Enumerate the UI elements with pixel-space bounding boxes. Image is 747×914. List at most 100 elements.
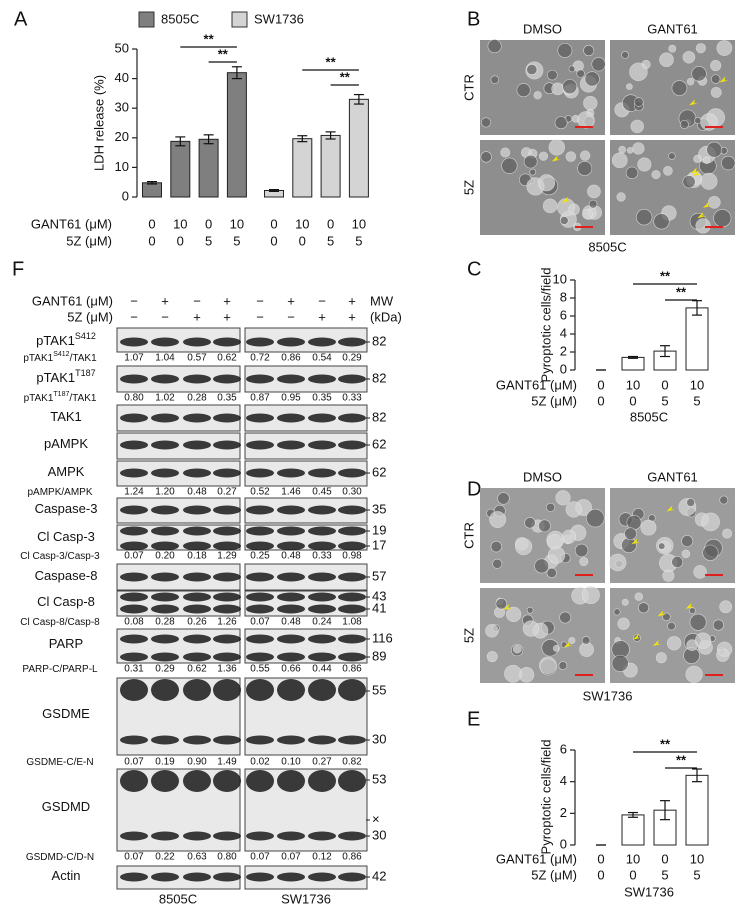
bar xyxy=(142,182,162,198)
ratio-value: 0.07 xyxy=(250,852,270,863)
ratio-value: 0.29 xyxy=(342,353,362,364)
ratio-value: 0.07 xyxy=(124,551,144,562)
cell xyxy=(719,600,733,614)
row-label: Cl Casp-3 xyxy=(37,529,95,544)
cell xyxy=(611,654,629,672)
ratio-value: 0.29 xyxy=(155,664,175,675)
band xyxy=(277,572,305,582)
band xyxy=(338,735,366,745)
error-bar xyxy=(203,134,214,145)
header-sign: − xyxy=(256,309,264,324)
significance-label: ** xyxy=(660,736,671,751)
band xyxy=(308,652,336,662)
ratio-label-text: pTAK1 xyxy=(24,393,54,404)
band xyxy=(338,337,366,347)
band xyxy=(338,872,366,882)
ratio-label-suffix: /TAK1 xyxy=(69,393,96,404)
cell xyxy=(695,43,706,54)
row-label-sup: T187 xyxy=(75,368,96,378)
band xyxy=(213,374,241,384)
ratio-value: 1.20 xyxy=(155,487,175,498)
band xyxy=(213,652,241,662)
band xyxy=(246,374,274,384)
row-label-text: Cl Casp-8 xyxy=(37,594,95,609)
band xyxy=(183,604,211,614)
ratio-label-text: pAMPK/AMPK xyxy=(27,487,92,498)
ratio-label: pAMPK/AMPK xyxy=(27,487,92,498)
band xyxy=(151,770,179,792)
y-tick-label: 6 xyxy=(560,741,567,756)
band xyxy=(246,872,274,882)
cell xyxy=(522,620,539,637)
significance-label: ** xyxy=(340,69,351,84)
band xyxy=(120,541,148,551)
row-label-text: PARP xyxy=(49,636,83,651)
cell xyxy=(681,535,694,548)
cell xyxy=(703,156,711,164)
treatment-level: 5 xyxy=(327,233,334,248)
cell xyxy=(539,656,557,675)
cell xyxy=(712,619,724,631)
treatment-level: 0 xyxy=(597,377,604,392)
ratio-value: 1.36 xyxy=(217,664,237,675)
band xyxy=(183,872,211,882)
panel-letter: B xyxy=(467,8,480,30)
cell xyxy=(700,172,718,190)
ratio-value: 0.18 xyxy=(187,551,207,562)
cell xyxy=(667,621,676,631)
cell xyxy=(562,529,577,544)
cell xyxy=(686,498,695,507)
cell xyxy=(637,157,652,172)
band xyxy=(183,634,211,644)
row-label: Caspase-8 xyxy=(35,568,98,583)
ratio-label: GSDMD-C/D-N xyxy=(26,852,94,863)
ratio-label-text: Cl Casp-8/Casp-8 xyxy=(20,617,100,628)
band xyxy=(277,374,305,384)
micrograph xyxy=(480,39,606,135)
y-tick-label: 0 xyxy=(560,836,567,851)
legend-label: SW1736 xyxy=(254,11,304,26)
y-axis-label: LDH release (%) xyxy=(91,75,106,171)
row-label-text: AMPK xyxy=(48,464,85,479)
cell xyxy=(658,542,666,550)
ratio-value: 0.10 xyxy=(281,757,301,768)
treatment-level: 10 xyxy=(626,851,640,866)
row-label: 5Z xyxy=(461,628,476,643)
ratio-value: 0.33 xyxy=(342,393,362,404)
row-label: TAK1 xyxy=(50,409,82,424)
cell xyxy=(562,79,578,95)
row-label: 5Z xyxy=(461,180,476,195)
ratio-label: pTAK1S412/TAK1 xyxy=(23,351,97,363)
band xyxy=(246,526,274,536)
mw-label: 19 xyxy=(372,522,386,537)
cell xyxy=(559,216,569,225)
micrograph xyxy=(608,488,735,583)
ratio-value: 0.26 xyxy=(187,617,207,628)
treatment-level: 0 xyxy=(629,393,636,408)
ratio-value: 0.28 xyxy=(155,617,175,628)
band xyxy=(246,604,274,614)
band xyxy=(246,592,274,602)
y-tick-label: 2 xyxy=(560,805,567,820)
cell xyxy=(659,52,674,68)
band xyxy=(277,735,305,745)
panel-letter: E xyxy=(467,708,480,730)
band xyxy=(120,679,148,701)
significance-label: ** xyxy=(676,752,687,767)
treatment-label: GANT61 (μM) xyxy=(496,377,577,392)
band xyxy=(213,679,241,701)
ratio-value: 0.57 xyxy=(187,353,207,364)
error-bar xyxy=(660,800,670,821)
cell xyxy=(626,83,633,90)
treatment-label: GANT61 (μM) xyxy=(31,216,112,231)
band xyxy=(308,770,336,792)
row-label: PARP xyxy=(49,636,83,651)
cell xyxy=(626,147,634,154)
row-label-text: Cl Casp-3 xyxy=(37,529,95,544)
cell xyxy=(611,152,628,169)
header-sign: + xyxy=(318,309,326,324)
cell xyxy=(617,617,630,630)
band xyxy=(151,337,179,347)
cell xyxy=(489,511,507,528)
cell xyxy=(710,59,722,72)
